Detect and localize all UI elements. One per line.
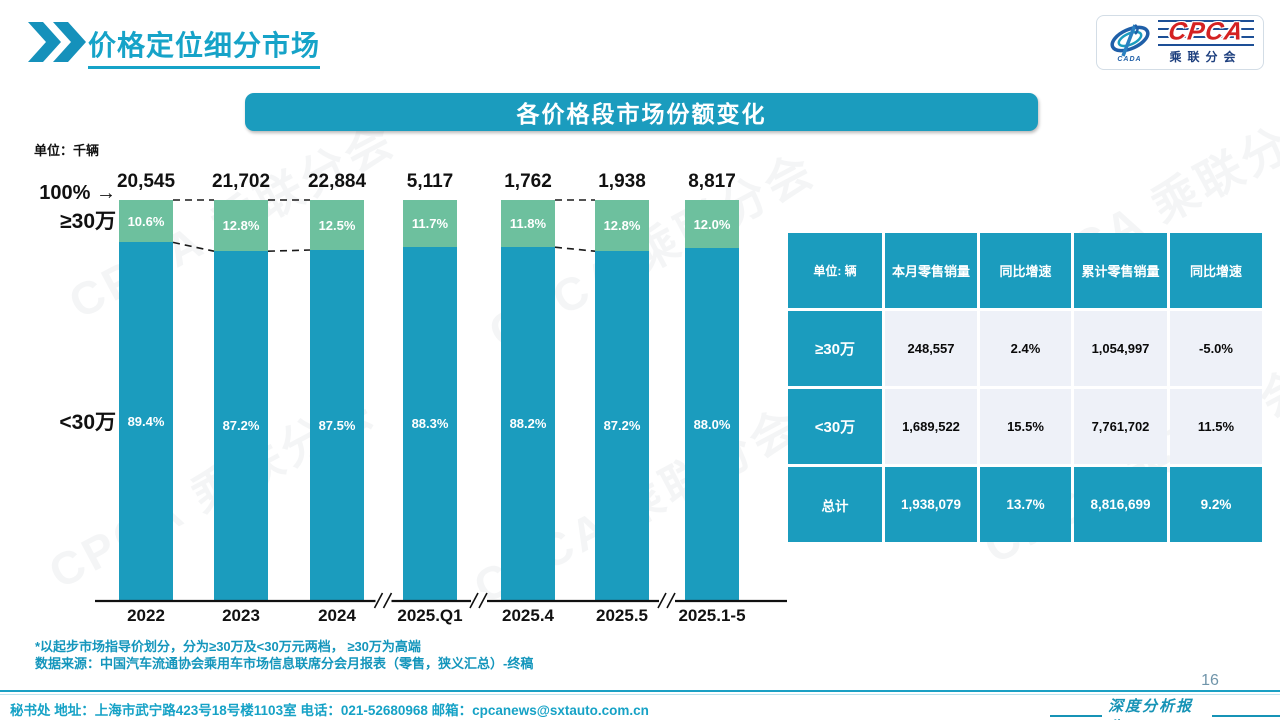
page-title: 价格定位细分市场 xyxy=(88,24,321,69)
x-axis-category-label: 2025.1-5 xyxy=(678,606,746,625)
bar-segment-lt30: 89.4% xyxy=(119,242,173,600)
bar-segment-ge30: 12.8% xyxy=(595,200,649,252)
table-row-label: <30万 xyxy=(788,389,882,464)
table-cell-value: 2.4% xyxy=(980,311,1071,386)
series-label-lt30: <30万 xyxy=(59,411,116,434)
bar-segment-lt30: 88.0% xyxy=(685,248,739,600)
contact-info: 秘书处 地址：上海市武宁路423号18号楼1103室 电话：021-526809… xyxy=(10,703,649,718)
bar-total-label: 21,702 xyxy=(211,171,271,192)
bar-total-label: 20,545 xyxy=(116,171,176,192)
segment-pct-label: 87.2% xyxy=(222,418,260,434)
table-row-label: 总计 xyxy=(788,467,882,542)
footnote-line: 数据来源：中国汽车流通协会乘用车市场信息联席分会月报表（零售，狭义汇总）-终稿 xyxy=(35,656,534,671)
segment-pct-label: 11.8% xyxy=(509,216,547,232)
segment-pct-label: 88.3% xyxy=(411,415,449,431)
cpca-wordmark: CPCA 乘联分会 xyxy=(1157,17,1254,65)
chart-title-banner: 各价格段市场份额变化 xyxy=(245,93,1038,131)
report-type-label: 深度分析报告 xyxy=(1050,695,1280,720)
footer-divider xyxy=(0,690,1280,692)
table-cell-value: -5.0% xyxy=(1170,311,1262,386)
cpca-text: CPCA xyxy=(1166,17,1245,46)
footnotes: *以起步市场指导价划分，分为≥30万及<30万元两档， ≥30万为高端 数据来源… xyxy=(35,638,533,672)
bar-segment-lt30: 87.2% xyxy=(595,251,649,600)
segment-pct-label: 10.6% xyxy=(127,213,165,229)
table-cell-value: 1,938,079 xyxy=(885,467,977,542)
double-chevron-icon xyxy=(28,22,86,62)
bar-total-label: 5,117 xyxy=(406,171,454,192)
segment-pct-label: 88.2% xyxy=(509,416,547,432)
x-axis-category-label: 2023 xyxy=(222,606,260,625)
table-column-header: 累计零售销量 xyxy=(1074,233,1167,308)
table-column-header: 同比增速 xyxy=(1170,233,1262,308)
bar-segment-lt30: 88.3% xyxy=(403,246,457,600)
bar-segment-ge30: 10.6% xyxy=(119,200,173,243)
segment-pct-label: 88.0% xyxy=(693,416,731,432)
table-column-header: 本月零售销量 xyxy=(885,233,977,308)
table-cell-value: 9.2% xyxy=(1170,467,1262,542)
sales-table: 单位: 辆本月零售销量 同比增速 累计零售销量 同比增速 ≥30万 248,557 2.4%… xyxy=(788,233,1262,542)
cada-swoosh-icon: CADA xyxy=(1107,23,1153,63)
segment-pct-label: 12.8% xyxy=(603,218,641,234)
table-unit-header: 单位: 辆 xyxy=(788,233,882,308)
bar-segment-lt30: 87.5% xyxy=(310,250,364,600)
bar-segment-ge30: 12.8% xyxy=(214,200,268,252)
cpca-stripes: CPCA xyxy=(1157,17,1254,46)
footnote-line: *以起步市场指导价划分，分为≥30万及<30万元两档， ≥30万为高端 xyxy=(35,639,421,654)
page-number: 16 xyxy=(1201,672,1219,689)
x-axis-category-label: 2025.5 xyxy=(596,606,648,625)
bar-segment-ge30: 12.5% xyxy=(310,200,364,250)
deco-line xyxy=(1050,715,1103,717)
bar-total-label: 1,938 xyxy=(598,171,646,192)
x-axis-category-label: 2025.4 xyxy=(502,606,554,625)
table-cell-value: 7,761,702 xyxy=(1074,389,1167,464)
table-cell-value: 13.7% xyxy=(980,467,1071,542)
segment-pct-label: 11.7% xyxy=(411,215,449,231)
arrow-right-icon: → xyxy=(96,182,116,204)
unit-label: 单位：千辆 xyxy=(34,143,100,158)
table-row-label: ≥30万 xyxy=(788,311,882,386)
table-cell-value: 248,557 xyxy=(885,311,977,386)
bar-segment-lt30: 88.2% xyxy=(501,247,555,600)
segment-pct-label: 87.2% xyxy=(603,418,641,434)
table-column-header: 同比增速 xyxy=(980,233,1071,308)
bar-segment-lt30: 87.2% xyxy=(214,251,268,600)
axis-100pct-label: 100% → xyxy=(39,182,116,204)
table-cell-value: 1,054,997 xyxy=(1074,311,1167,386)
bar-total-label: 22,884 xyxy=(307,171,367,192)
x-axis-category-label: 2025.Q1 xyxy=(397,606,463,625)
x-axis-category-label: 2024 xyxy=(318,606,356,625)
table-cell-value: 15.5% xyxy=(980,389,1071,464)
segment-pct-label: 12.8% xyxy=(222,218,260,234)
table-cell-value: 8,816,699 xyxy=(1074,467,1167,542)
bar-total-label: 8,817 xyxy=(688,171,736,192)
cpca-subtitle: 乘联分会 xyxy=(1169,50,1242,64)
bar-segment-ge30: 12.0% xyxy=(685,200,739,248)
segment-pct-label: 12.5% xyxy=(318,217,356,233)
series-label-ge30: ≥30万 xyxy=(60,210,116,233)
bar-segment-ge30: 11.7% xyxy=(403,200,457,247)
bar-total-label: 1,762 xyxy=(504,171,552,192)
footer-divider-thin xyxy=(0,694,1280,695)
table-cell-value: 11.5% xyxy=(1170,389,1262,464)
segment-pct-label: 87.5% xyxy=(318,417,356,433)
x-axis-category-label: 2022 xyxy=(127,606,165,625)
cpca-logo: CADA CPCA 乘联分会 xyxy=(1096,15,1264,70)
bar-segment-ge30: 11.8% xyxy=(501,200,555,248)
cada-text: CADA xyxy=(1117,55,1142,63)
table-cell-value: 1,689,522 xyxy=(885,389,977,464)
deco-line xyxy=(1212,715,1280,717)
segment-pct-label: 12.0% xyxy=(693,216,731,232)
segment-pct-label: 89.4% xyxy=(127,413,165,429)
